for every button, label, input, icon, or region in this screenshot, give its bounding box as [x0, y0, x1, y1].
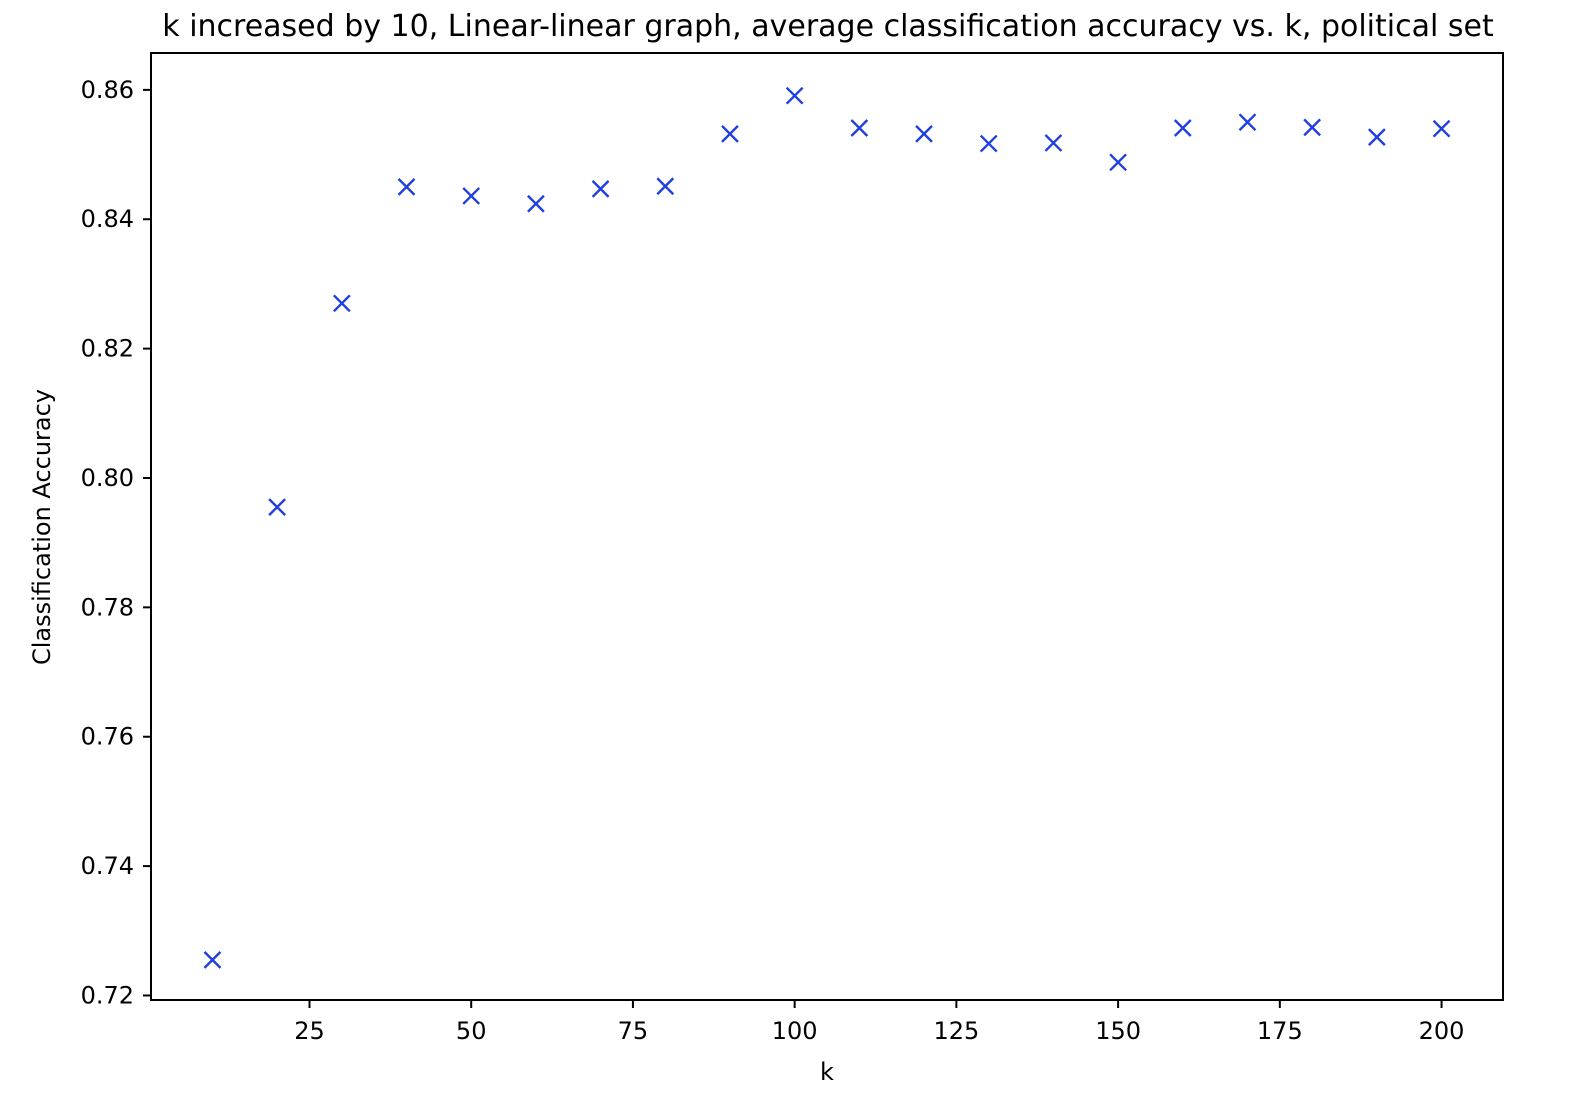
data-point — [1173, 119, 1192, 137]
x-tick-label: 75 — [618, 1017, 649, 1045]
data-point — [1044, 134, 1063, 152]
y-tick-label: 0.72 — [81, 981, 134, 1009]
x-tick-label: 50 — [456, 1017, 487, 1045]
x-tick-label: 25 — [294, 1017, 325, 1045]
data-point — [591, 179, 610, 198]
data-point — [203, 951, 222, 969]
data-point — [1368, 128, 1386, 146]
y-tick-label: 0.78 — [81, 593, 134, 621]
data-point — [915, 125, 933, 143]
data-point — [979, 134, 998, 153]
data-point — [397, 178, 416, 196]
plot-area — [150, 52, 1504, 1001]
data-point — [1303, 118, 1322, 137]
x-tick-label: 125 — [933, 1017, 979, 1045]
axes-frame — [150, 52, 1504, 1001]
y-tick-label: 0.74 — [81, 852, 134, 880]
y-axis-label: Classification Accuracy — [28, 389, 56, 665]
data-point — [1238, 113, 1257, 132]
data-point — [1432, 119, 1451, 138]
data-point — [1109, 153, 1127, 172]
x-tick-label: 175 — [1257, 1017, 1303, 1045]
x-axis: 25 50 75 100 125 150 175 200 — [294, 1000, 1464, 1045]
data-point — [332, 294, 351, 313]
y-tick-label: 0.76 — [81, 723, 134, 751]
x-tick-label: 200 — [1419, 1017, 1465, 1045]
data-point — [656, 177, 675, 196]
data-series — [203, 86, 1451, 969]
y-tick-label: 0.84 — [81, 205, 134, 233]
data-point — [785, 86, 804, 105]
chart-title: k increased by 10, Linear-linear graph, … — [162, 9, 1494, 44]
y-tick-label: 0.86 — [81, 76, 134, 104]
y-tick-label: 0.82 — [81, 335, 134, 363]
data-point — [721, 125, 739, 143]
data-point — [268, 498, 286, 516]
y-tick-label: 0.80 — [81, 464, 134, 492]
y-axis: 0.72 0.74 0.76 0.78 0.80 0.82 0.84 0.86 — [81, 76, 151, 1009]
data-point — [527, 194, 545, 213]
x-tick-label: 100 — [772, 1017, 818, 1045]
x-tick-label: 150 — [1095, 1017, 1141, 1045]
data-point — [462, 187, 481, 205]
data-point — [850, 119, 869, 137]
x-axis-label: k — [820, 1058, 834, 1086]
